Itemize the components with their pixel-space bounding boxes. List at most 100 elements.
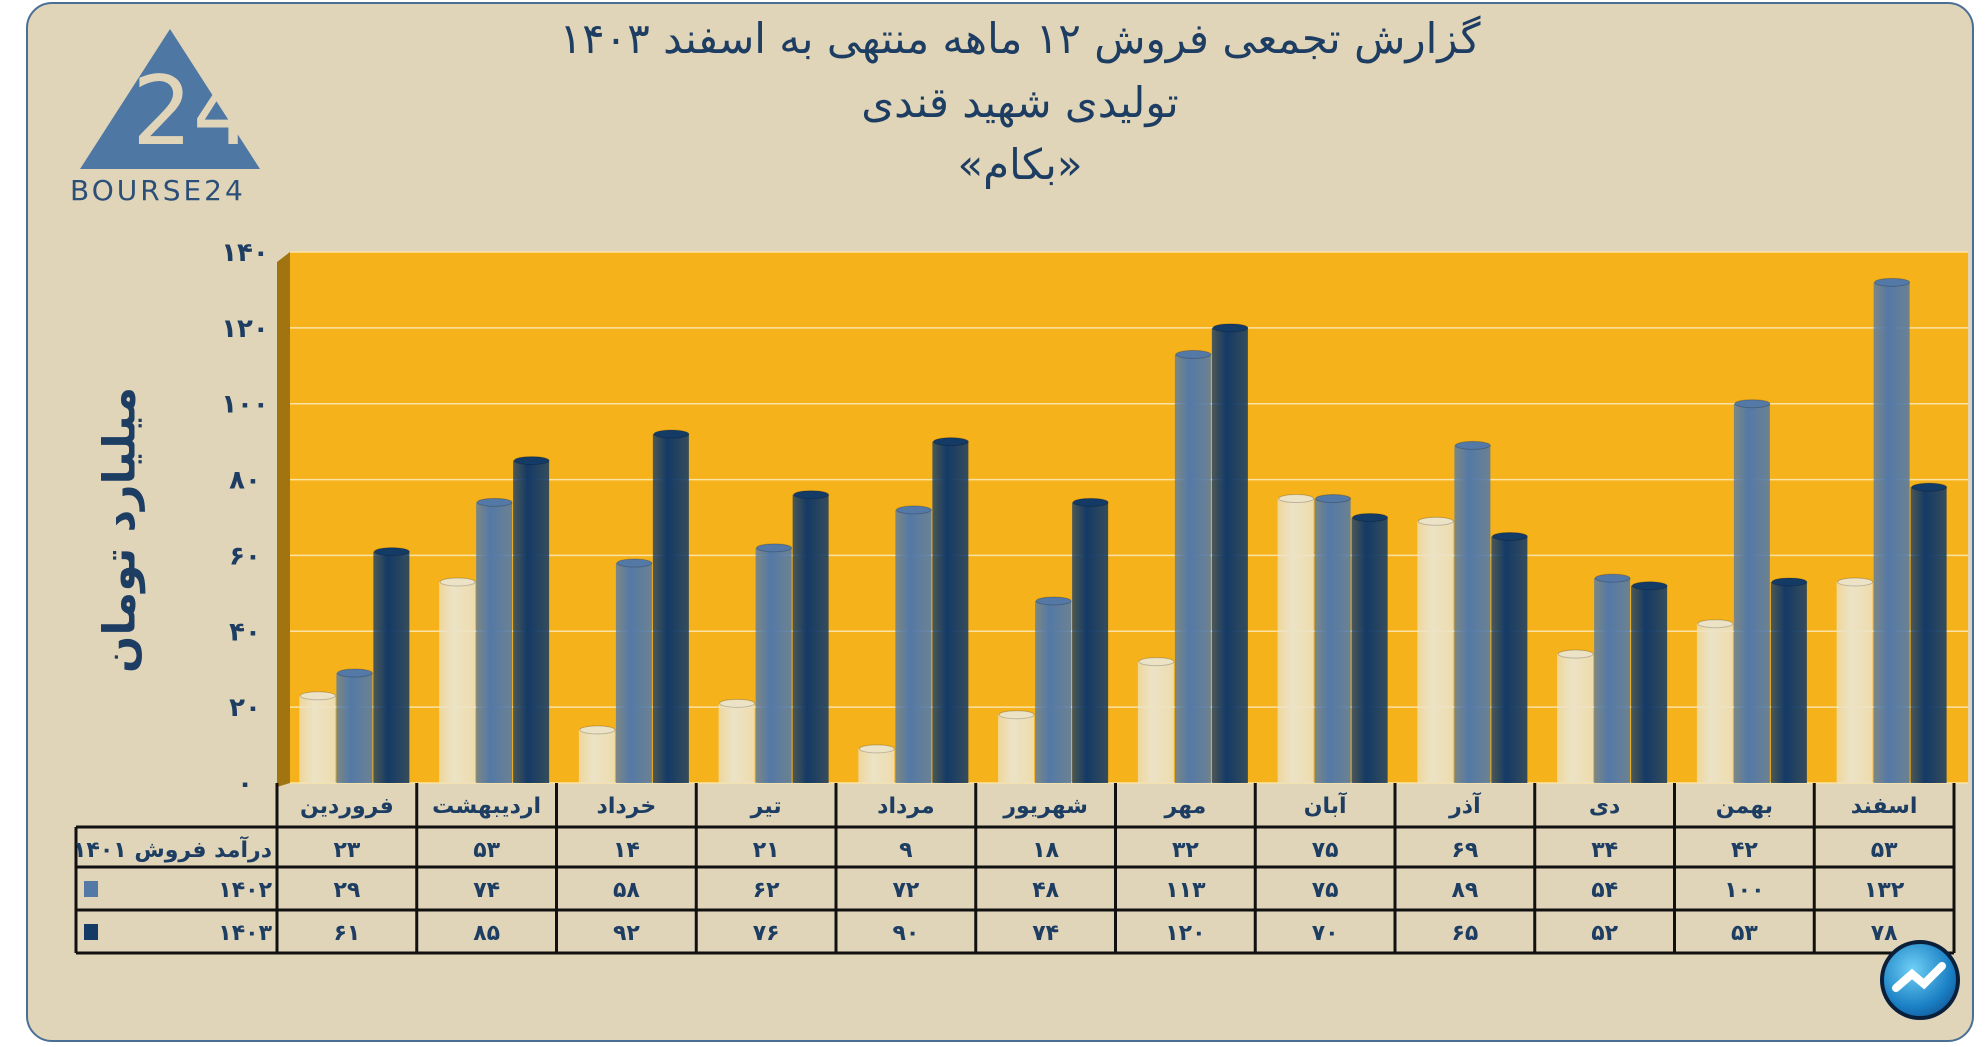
bar xyxy=(578,729,615,783)
bar xyxy=(1351,517,1388,783)
table-cell: ۶۵ xyxy=(1451,921,1478,946)
table-cell: ۳۲ xyxy=(1172,838,1199,863)
table-cell: ۷۴ xyxy=(1032,921,1059,946)
trend-logo-icon xyxy=(1880,940,1960,1020)
table-cell: ۲۹ xyxy=(333,878,360,903)
y-tick-label: ۱۰۰ xyxy=(221,390,269,420)
chart-title: گزارش تجمعی فروش ۱۲ ماهه منتهی به اسفند … xyxy=(559,14,1481,63)
table-cell: ۶۱ xyxy=(333,921,360,946)
table-cell: ۹۲ xyxy=(613,921,640,946)
bar xyxy=(1137,661,1174,783)
bar xyxy=(373,551,410,783)
bar xyxy=(1873,282,1910,783)
table-cell: ۵۴ xyxy=(1591,878,1618,903)
table-cell: ۸۵ xyxy=(473,921,500,946)
bar xyxy=(755,547,792,783)
bar-cap xyxy=(998,710,1035,720)
table-cell: ۲۱ xyxy=(753,838,780,863)
bar xyxy=(299,695,336,783)
bar xyxy=(1277,498,1314,783)
table-header-month: مرداد xyxy=(877,794,934,819)
table-cell: ۶۲ xyxy=(753,878,780,903)
chart-subtitle: تولیدی شهید قندی xyxy=(861,78,1179,127)
bar xyxy=(1454,445,1491,783)
y-tick-label: ۲۰ xyxy=(229,693,261,723)
svg-text:24: 24 xyxy=(132,57,253,167)
bar xyxy=(1631,585,1668,783)
table-header-month: اردیبهشت xyxy=(432,794,541,819)
bar xyxy=(1417,521,1454,783)
bar-cap xyxy=(932,437,969,447)
table-cell: ۹ xyxy=(899,838,912,863)
bar xyxy=(476,502,513,783)
bar-cap xyxy=(336,668,373,678)
bar-cap xyxy=(1072,497,1109,507)
table-cell: ۹۰ xyxy=(892,921,919,946)
table-cell: ۷۲ xyxy=(892,878,919,903)
table-cell: ۵۲ xyxy=(1591,921,1618,946)
bar-cap xyxy=(1417,516,1454,526)
table-row-label: ۱۴۰۲ xyxy=(218,878,272,903)
table-header-month: دی xyxy=(1589,794,1620,819)
table-header-month: مهر xyxy=(1163,794,1206,819)
bar-cap xyxy=(719,698,756,708)
logo-text: BOURSE24 xyxy=(70,174,246,207)
bar-cap xyxy=(299,691,336,701)
bar xyxy=(652,434,689,783)
bar xyxy=(1770,581,1807,783)
bar-cap xyxy=(1837,577,1874,587)
bar-cap xyxy=(756,543,793,553)
bar-cap xyxy=(1212,323,1249,333)
bar-cap xyxy=(653,429,690,439)
chart-symbol: «بکام» xyxy=(957,140,1083,189)
bar-cap xyxy=(1138,657,1175,667)
bar-cap xyxy=(1454,440,1491,450)
table-cell: ۴۲ xyxy=(1731,838,1758,863)
bar xyxy=(895,509,932,783)
plot-area xyxy=(290,252,1968,783)
bar-cap xyxy=(476,497,513,507)
table-row-label: درآمد فروش ۱۴۰۱ xyxy=(73,835,272,863)
bar-cap xyxy=(1035,596,1072,606)
bar-cap xyxy=(1631,581,1668,591)
table-cell: ۵۳ xyxy=(1731,921,1758,946)
table-header-month: تیر xyxy=(750,794,782,819)
table-header-month: بهمن xyxy=(1716,794,1773,819)
bar xyxy=(439,581,476,783)
table-cell: ۸۹ xyxy=(1451,878,1478,903)
table-cell: ۷۶ xyxy=(753,921,780,946)
bar xyxy=(858,748,895,783)
bar xyxy=(1836,581,1873,783)
bar xyxy=(615,563,652,783)
bar xyxy=(1491,536,1528,783)
table-header-month: آبان xyxy=(1304,791,1347,819)
bar xyxy=(1035,600,1072,783)
plot-side-wall xyxy=(277,252,290,787)
bar-cap xyxy=(1594,573,1631,583)
table-header-month: شهریور xyxy=(1002,794,1088,819)
bar xyxy=(1211,327,1248,783)
y-tick-label: ۰ xyxy=(237,769,253,799)
bar xyxy=(1733,403,1770,783)
table-cell: ۷۵ xyxy=(1312,838,1339,863)
bar xyxy=(792,494,829,783)
bar xyxy=(1910,487,1947,783)
bar xyxy=(1696,623,1733,783)
table-header-month: اسفند xyxy=(1851,794,1918,819)
y-tick-label: ۶۰ xyxy=(229,541,261,571)
legend-swatch xyxy=(84,881,98,897)
table-cell: ۱۳۲ xyxy=(1864,878,1905,903)
table-cell: ۳۴ xyxy=(1591,838,1618,863)
bar xyxy=(1594,578,1631,783)
bar-cap xyxy=(579,725,616,735)
bar-cap xyxy=(1175,349,1212,359)
bar-cap xyxy=(439,577,476,587)
bar xyxy=(998,714,1035,783)
bar-cap xyxy=(1491,531,1528,541)
table-cell: ۷۰ xyxy=(1312,921,1339,946)
table-cell: ۵۳ xyxy=(473,838,500,863)
bar-cap xyxy=(1874,277,1911,287)
table-cell: ۷۸ xyxy=(1871,921,1898,946)
table-cell: ۱۸ xyxy=(1032,838,1059,863)
